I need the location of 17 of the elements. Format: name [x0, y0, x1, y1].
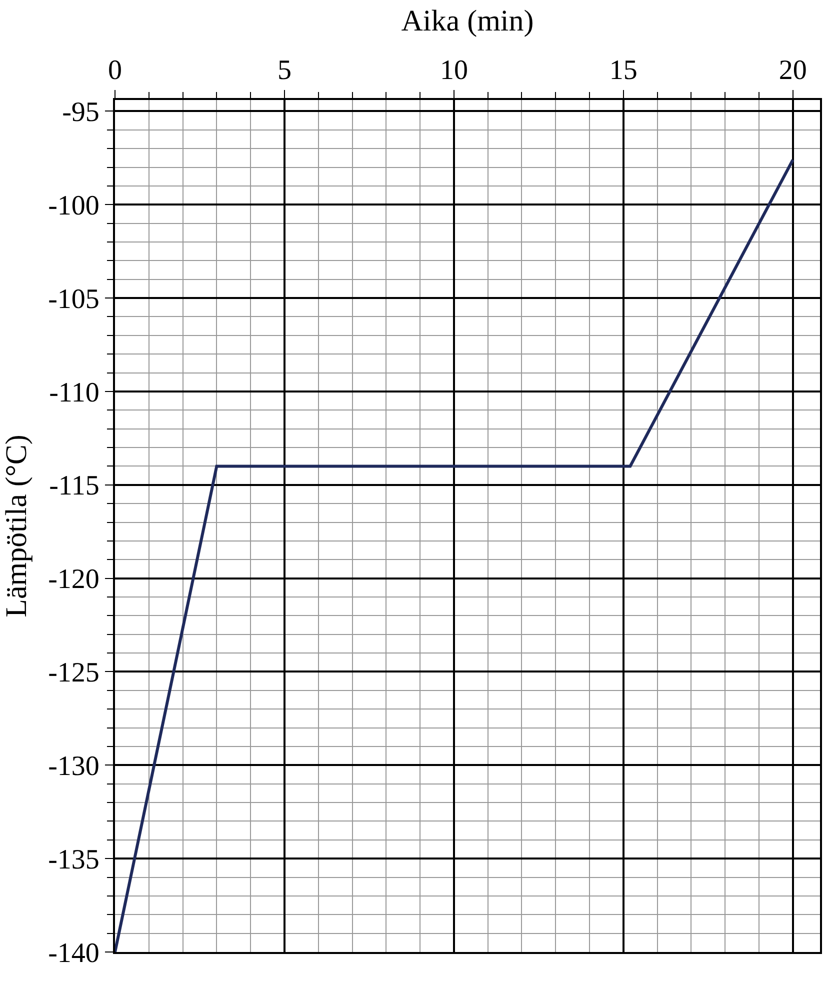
y-tick-label: -120: [48, 564, 100, 596]
x-tick-label: 20: [778, 54, 807, 86]
y-tick-label: -110: [49, 377, 100, 408]
y-tick-label: -135: [48, 844, 100, 876]
y-tick-label: -100: [48, 190, 100, 222]
x-tick-label: 10: [440, 54, 468, 86]
y-tick-label: -95: [62, 97, 100, 128]
y-tick-label: -125: [48, 658, 100, 689]
x-tick-label: 15: [609, 54, 638, 86]
y-tick-label: -140: [48, 938, 100, 969]
y-tick-label: -115: [49, 470, 100, 502]
x-tick-label: 0: [108, 54, 122, 86]
x-axis-title: Aika (min): [401, 4, 534, 38]
y-tick-label: -105: [48, 284, 100, 315]
x-tick-label: 5: [277, 54, 292, 86]
y-tick-label: -130: [48, 750, 100, 782]
y-axis-title: Lämpötila (°C): [0, 434, 33, 618]
